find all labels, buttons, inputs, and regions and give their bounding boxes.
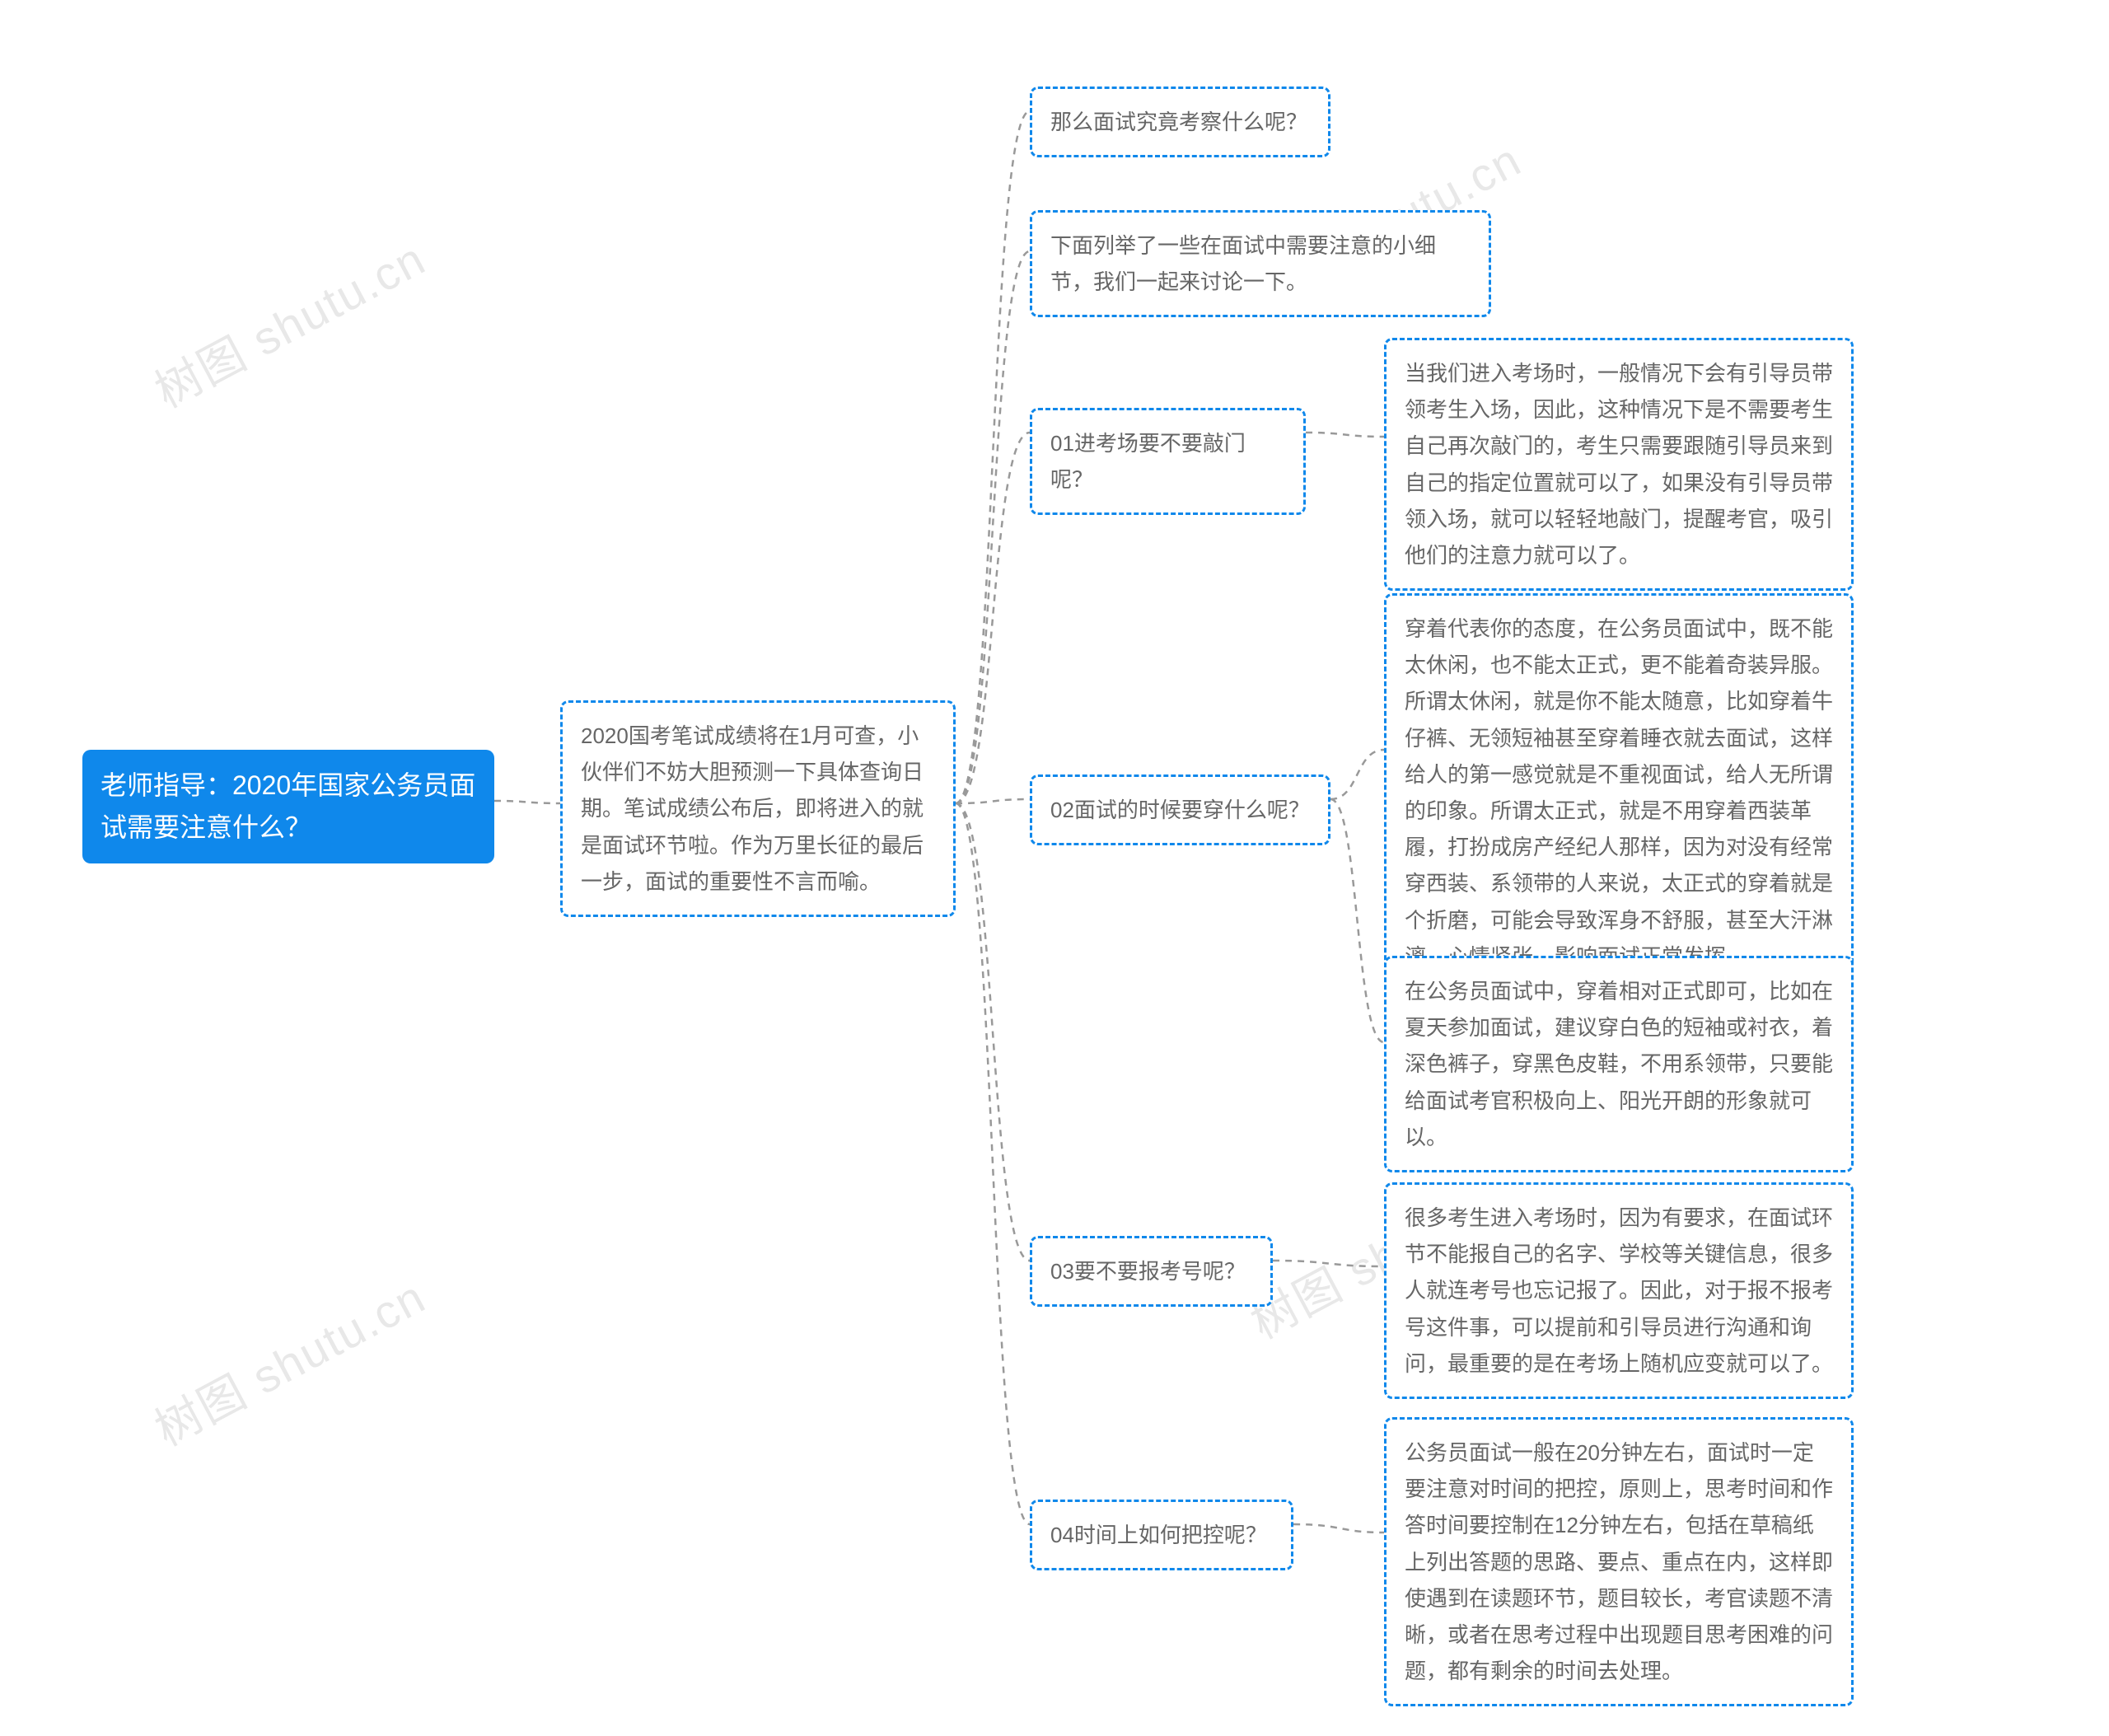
answer-02b[interactable]: 在公务员面试中，穿着相对正式即可，比如在夏天参加面试，建议穿白色的短袖或衬衣，着… [1384,956,1854,1172]
question-02[interactable]: 02面试的时候要穿什么呢？ [1030,774,1330,845]
intro-node[interactable]: 2020国考笔试成绩将在1月可查，小伙伴们不妨大胆预测一下具体查询日期。笔试成绩… [560,700,956,917]
answer-03[interactable]: 很多考生进入考场时，因为有要求，在面试环节不能报自己的名字、学校等关键信息，很多… [1384,1182,1854,1399]
question-04[interactable]: 04时间上如何把控呢？ [1030,1500,1293,1570]
question-01[interactable]: 01进考场要不要敲门呢？ [1030,408,1306,515]
question-intro-1[interactable]: 那么面试究竟考察什么呢？ [1030,87,1330,157]
answer-01[interactable]: 当我们进入考场时，一般情况下会有引导员带领考生入场，因此，这种情况下是不需要考生… [1384,338,1854,591]
question-intro-2[interactable]: 下面列举了一些在面试中需要注意的小细节，我们一起来讨论一下。 [1030,210,1491,317]
question-03[interactable]: 03要不要报考号呢？ [1030,1236,1273,1307]
root-node[interactable]: 老师指导：2020年国家公务员面试需要注意什么？ [82,750,494,863]
answer-04[interactable]: 公务员面试一般在20分钟左右，面试时一定要注意对时间的把控，原则上，思考时间和作… [1384,1417,1854,1706]
watermark: 树图 shutu.cn [142,222,436,421]
watermark: 树图 shutu.cn [142,1261,436,1459]
answer-02a[interactable]: 穿着代表你的态度，在公务员面试中，既不能太休闲，也不能太正式，更不能着奇装异服。… [1384,593,1854,992]
